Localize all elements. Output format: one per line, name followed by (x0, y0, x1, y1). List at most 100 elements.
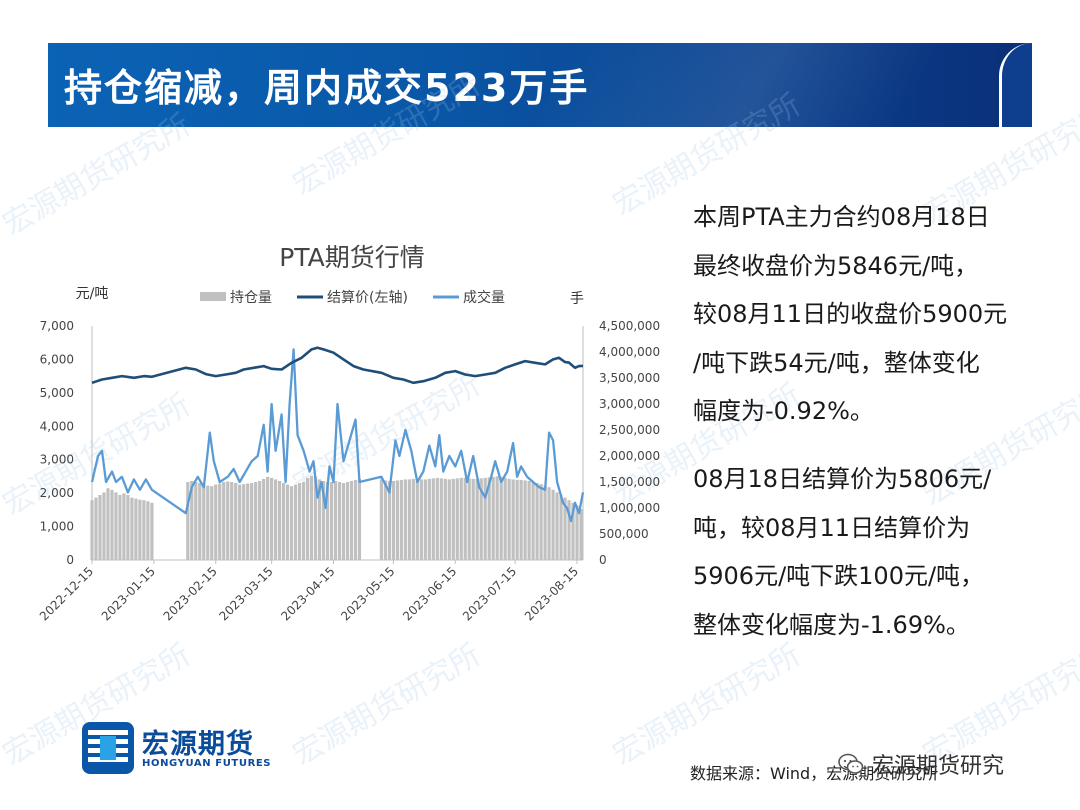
open-interest-bar (435, 477, 439, 560)
description-line: 本周PTA主力合约08月18日 (693, 203, 990, 231)
open-interest-bar (555, 492, 559, 560)
open-interest-bar (547, 487, 551, 560)
company-logo: 宏源期货 HONGYUAN FUTURES (80, 720, 280, 776)
open-interest-bar (483, 477, 487, 560)
open-interest-bar (511, 479, 515, 560)
open-interest-bar (563, 497, 567, 560)
open-interest-bar (475, 478, 479, 560)
open-interest-bar (134, 498, 138, 560)
open-interest-bar (479, 478, 483, 560)
x-tick-label: 2023-08-15 (522, 564, 581, 623)
open-interest-bar (539, 484, 543, 560)
open-interest-bar (309, 475, 314, 560)
open-interest-bar (234, 483, 238, 560)
chart-legend: 持仓量 结算价(左轴) 成交量 (200, 289, 505, 306)
right-y-tick-label: 1,500,000 (599, 475, 660, 489)
description-line: 最终收盘价为5846元/吨， (693, 251, 979, 280)
chart-axes: 0 1,000 2,000 3,000 4,000 5,000 6,000 7,000 0 500… (37, 319, 660, 623)
description-line: /吨下跌54元/吨，整体变化 (693, 348, 980, 377)
open-interest-bar (274, 479, 278, 560)
open-interest-bar (567, 500, 571, 560)
left-y-tick-label: 2,000 (40, 486, 74, 500)
open-interest-bar (447, 479, 451, 560)
banner-arc (999, 43, 1032, 127)
x-tick-label: 2023-06-15 (400, 564, 459, 623)
open-interest-bar (523, 480, 527, 560)
right-y-tick-label: 4,000,000 (599, 345, 660, 359)
open-interest-bar (126, 495, 130, 560)
open-interest-bar (226, 481, 230, 560)
open-interest-bar (329, 482, 334, 560)
description-line: 5906元/吨下跌100元/吨， (693, 562, 985, 590)
open-interest-bar (325, 482, 330, 560)
open-interest-bar (297, 483, 302, 560)
open-interest-bar (503, 477, 507, 560)
description-line: 08月18日结算价为5806元/ (693, 465, 992, 493)
open-interest-bar (270, 477, 274, 560)
open-interest-bar (507, 478, 511, 560)
open-interest-bar (194, 482, 198, 560)
legend-settlement-price-label: 结算价(左轴) (327, 290, 408, 306)
open-interest-bar (313, 476, 318, 560)
left-y-tick-label: 3,000 (40, 453, 74, 467)
right-y-tick-label: 4,500,000 (599, 319, 660, 333)
open-interest-bar (278, 480, 282, 560)
right-y-tick-label: 3,500,000 (599, 371, 660, 385)
open-interest-bar (345, 482, 350, 560)
open-interest-bar (94, 497, 98, 560)
description-line: 幅度为-0.92%。 (693, 397, 874, 425)
x-tick-label: 2023-07-15 (460, 564, 519, 623)
open-interest-bar (106, 488, 110, 560)
open-interest-bar (515, 479, 519, 560)
open-interest-bar (459, 477, 463, 560)
open-interest-bar (357, 478, 362, 560)
open-interest-bar (102, 492, 106, 560)
open-interest-bar (150, 502, 154, 560)
open-interest-bar (337, 482, 342, 560)
open-interest-bar (423, 479, 427, 560)
left-y-tick-label: 6,000 (40, 352, 74, 366)
open-interest-bar (186, 482, 190, 560)
open-interest-bar (142, 500, 146, 560)
open-interest-bar (286, 484, 290, 560)
open-interest-bar (559, 495, 563, 560)
open-interest-bar (427, 478, 431, 560)
open-interest-bar (198, 483, 202, 560)
left-y-tick-label: 7,000 (40, 319, 74, 333)
open-interest-bar (403, 479, 407, 560)
open-interest-bar (419, 479, 423, 560)
open-interest-bar (463, 477, 467, 560)
open-interest-bar (254, 482, 258, 560)
open-interest-bars (90, 475, 583, 560)
open-interest-bar (455, 478, 459, 560)
right-y-tick-label: 0 (599, 553, 607, 567)
open-interest-bar (222, 482, 226, 560)
wechat-account: 宏源期货研究 (838, 748, 1004, 780)
open-interest-bar (379, 479, 384, 560)
settlement-price-line (91, 346, 584, 385)
open-interest-bar (118, 495, 122, 560)
open-interest-bar (439, 478, 443, 560)
open-interest-bar (431, 478, 435, 560)
description-paragraph-2: 08月18日结算价为5806元/ 吨，较08月11日结算价为 5906元/吨下跌… (693, 455, 1033, 649)
open-interest-bar (130, 497, 134, 560)
open-interest-bar (495, 476, 499, 560)
x-tick-label: 2023-03-15 (217, 564, 276, 623)
description-paragraph-1: 本周PTA主力合约08月18日 最终收盘价为5846元/吨， 较08月11日的收… (693, 193, 1033, 436)
open-interest-bar (293, 484, 298, 560)
x-tick-label: 2022-12-15 (37, 564, 96, 623)
open-interest-bar (387, 480, 391, 560)
open-interest-bar (258, 480, 262, 560)
open-interest-bar (527, 480, 531, 560)
open-interest-bar (531, 482, 535, 560)
open-interest-bar (353, 479, 358, 560)
open-interest-bar (110, 489, 114, 560)
logo-chinese-name: 宏源期货 (142, 729, 254, 760)
open-interest-bar (543, 485, 547, 560)
open-interest-bar (301, 482, 306, 560)
description-line: 整体变化幅度为-1.69%。 (693, 610, 970, 639)
open-interest-bar (238, 484, 242, 560)
open-interest-bar (289, 486, 294, 560)
open-interest-bar (471, 478, 475, 560)
right-y-tick-label: 2,500,000 (599, 423, 660, 437)
